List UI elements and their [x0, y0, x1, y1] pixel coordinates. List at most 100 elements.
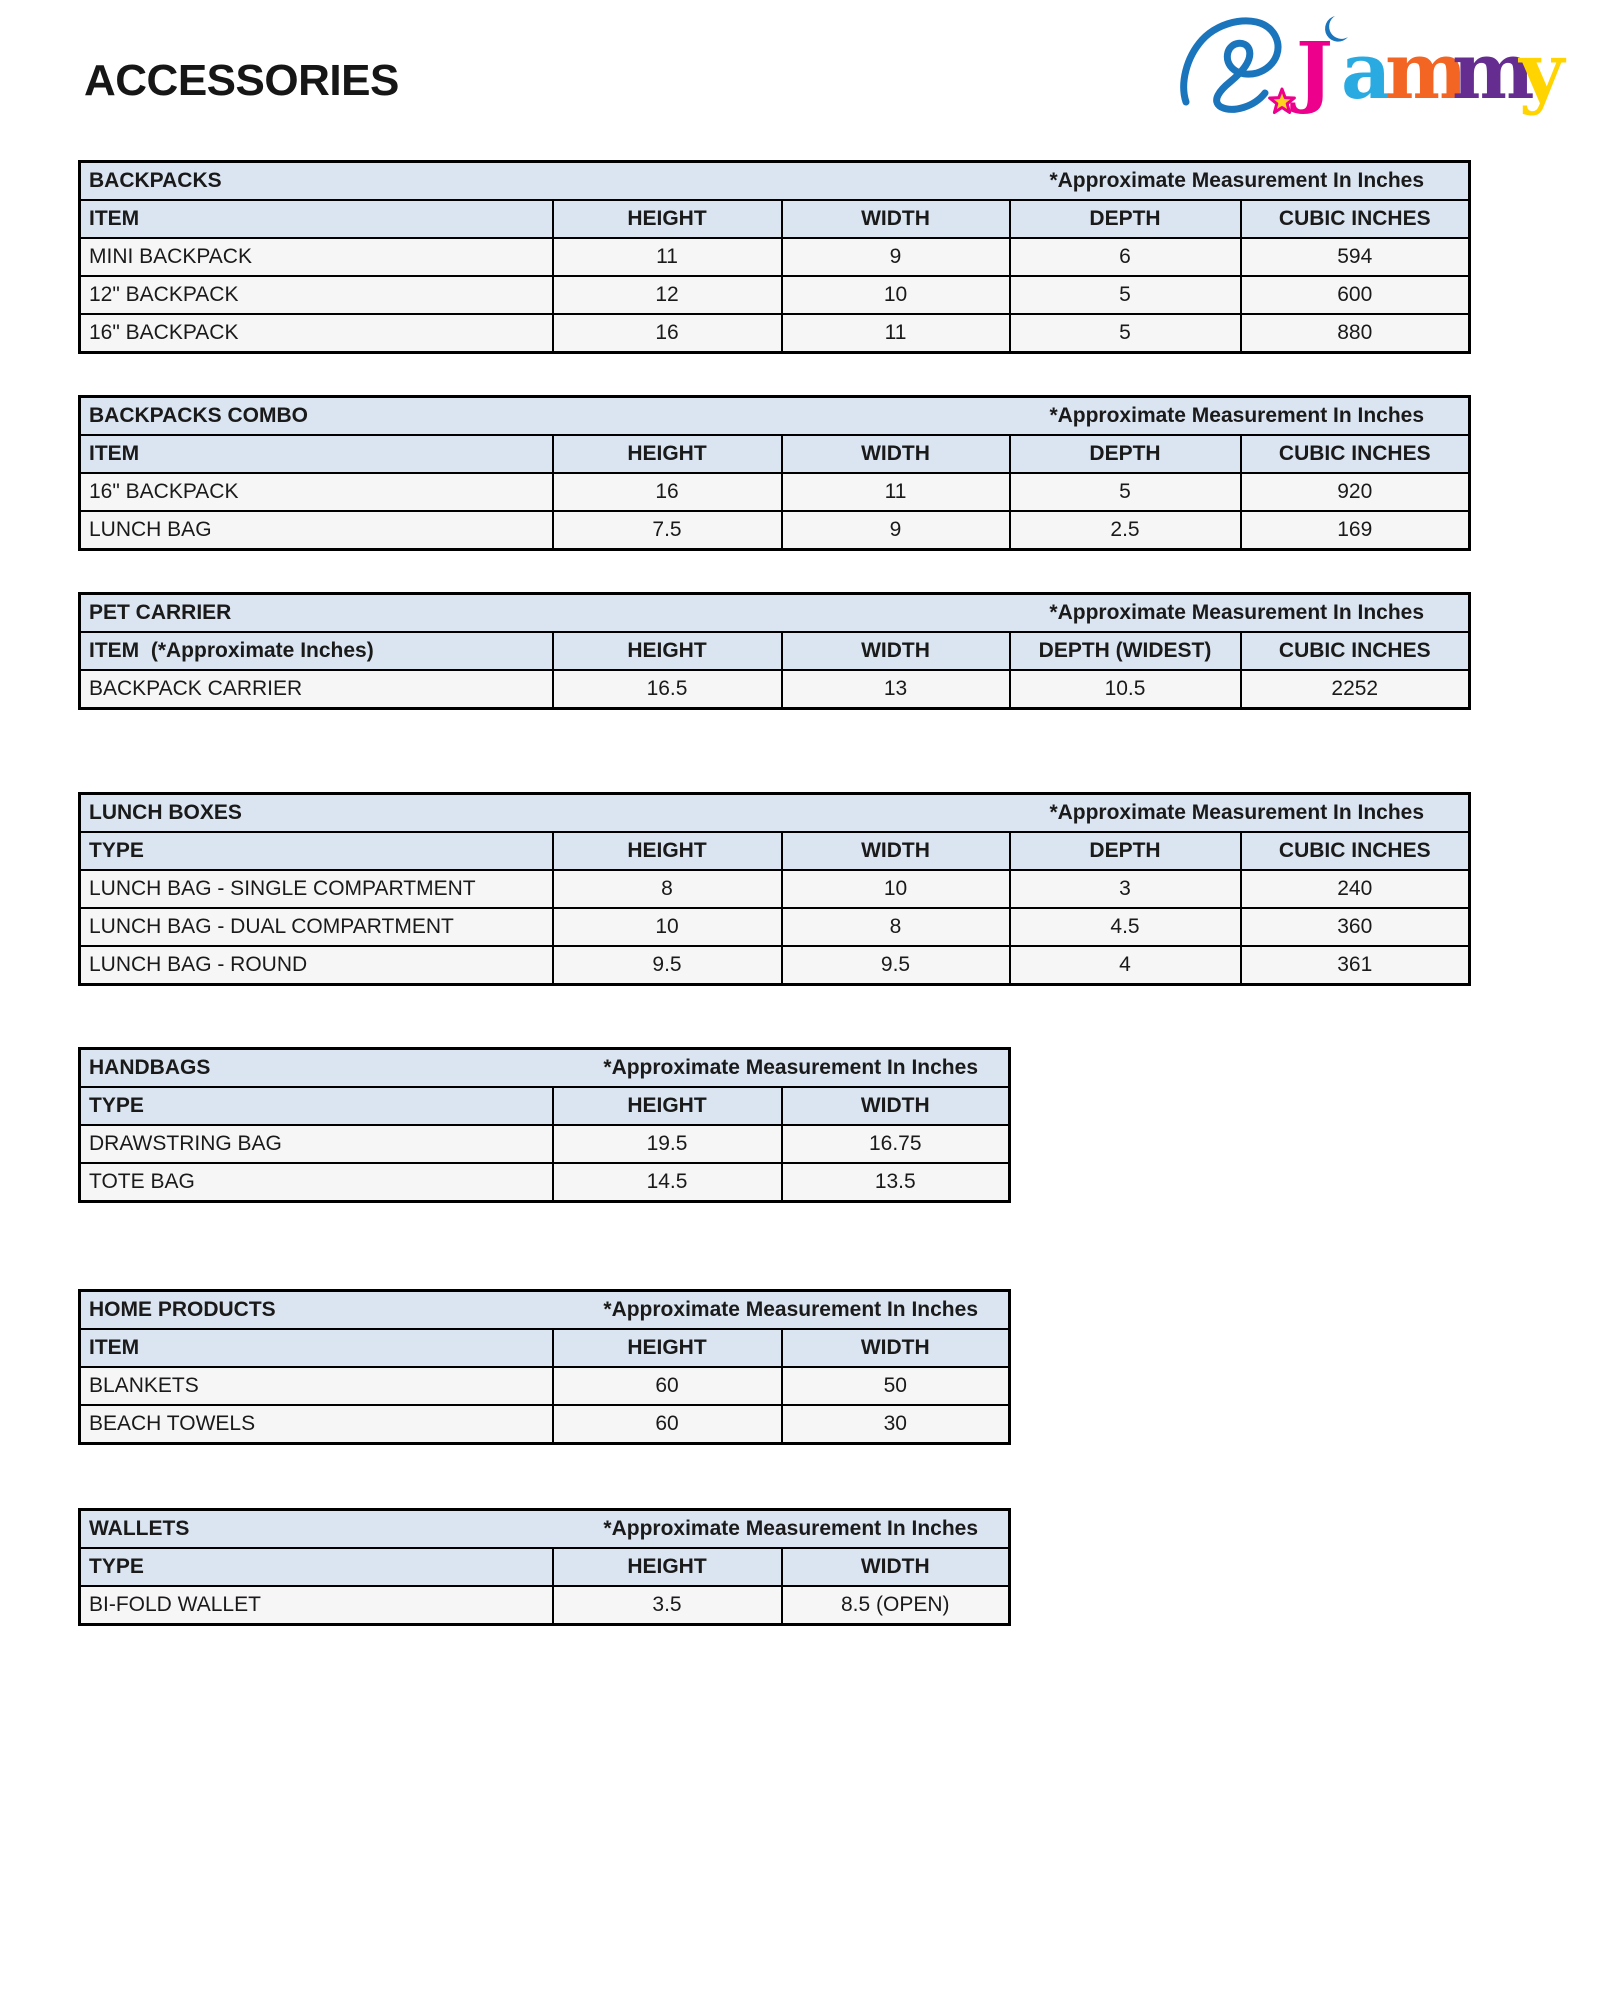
table-cell: 16.5: [551, 669, 783, 710]
table-cell: 16" BACKPACK: [78, 313, 554, 354]
table-backpacks: BACKPACKS *Approximate Measurement In In…: [78, 160, 1472, 354]
table-cell: 11: [780, 472, 1011, 512]
column-header: HEIGHT: [551, 434, 783, 474]
header-row: TYPE HEIGHT WIDTH DEPTH CUBIC INCHES: [78, 831, 1471, 871]
table-handbags: HANDBAGS *Approximate Measurement In Inc…: [78, 1047, 1011, 1203]
table-lunch-boxes: LUNCH BOXES *Approximate Measurement In …: [78, 792, 1472, 986]
column-header: DEPTH: [1008, 434, 1242, 474]
table-cell: LUNCH BAG - SINGLE COMPARTMENT: [78, 869, 554, 909]
table-row: TOTE BAG 14.5 13.5: [78, 1162, 1011, 1203]
table-cell: 13.5: [780, 1162, 1011, 1203]
script-p-icon: [1180, 17, 1282, 113]
table-title: WALLETS: [89, 1517, 190, 1540]
column-header: HEIGHT: [551, 631, 783, 671]
table-title-row: BACKPACKS COMBO *Approximate Measurement…: [78, 395, 1471, 436]
table-home-products: HOME PRODUCTS *Approximate Measurement I…: [78, 1289, 1011, 1445]
table-cell: 361: [1239, 945, 1471, 986]
table-cell: 11: [551, 237, 783, 277]
column-header: DEPTH (WIDEST): [1008, 631, 1242, 671]
table-cell: 4: [1008, 945, 1242, 986]
column-header: CUBIC INCHES: [1239, 199, 1471, 239]
measurement-note: *Approximate Measurement In Inches: [1049, 601, 1425, 624]
table-cell: 11: [780, 313, 1011, 354]
table-cell: 8: [551, 869, 783, 909]
table-cell: BLANKETS: [78, 1366, 554, 1406]
column-header: WIDTH: [780, 1328, 1011, 1368]
table-cell: 5: [1008, 313, 1242, 354]
table-row: BEACH TOWELS 60 30: [78, 1404, 1011, 1445]
table-cell: BACKPACK CARRIER: [78, 669, 554, 710]
table-cell: 3: [1008, 869, 1242, 909]
table-cell: BEACH TOWELS: [78, 1404, 554, 1445]
column-header: HEIGHT: [551, 831, 783, 871]
column-header: TYPE: [78, 1086, 554, 1126]
table-cell: 6: [1008, 237, 1242, 277]
pjammy-logo: J a m m y: [1180, 16, 1567, 117]
header-row: ITEM (*Approximate Inches) HEIGHT WIDTH …: [78, 631, 1471, 671]
table-wallets: WALLETS *Approximate Measurement In Inch…: [78, 1508, 1012, 1626]
table-row: LUNCH BAG 7.5 9 2.5 169: [78, 510, 1471, 551]
column-header: TYPE: [78, 831, 554, 871]
table-cell: 9.5: [551, 945, 783, 986]
column-header: ITEM: [78, 1328, 554, 1368]
table-cell: 16" BACKPACK: [78, 472, 554, 512]
table-title: HOME PRODUCTS: [89, 1298, 276, 1321]
table-cell: BI-FOLD WALLET: [78, 1585, 554, 1626]
table-title-row: HOME PRODUCTS *Approximate Measurement I…: [78, 1289, 1011, 1330]
logo-letter: a: [1341, 26, 1392, 117]
column-header: WIDTH: [780, 434, 1011, 474]
column-header: ITEM: [78, 434, 554, 474]
star-icon: [1268, 87, 1296, 114]
table-cell: 13: [780, 669, 1011, 710]
column-header: WIDTH: [780, 831, 1011, 871]
page-title: ACCESSORIES: [84, 56, 399, 105]
column-header: WIDTH: [780, 199, 1011, 239]
table-cell: 2.5: [1008, 510, 1242, 551]
column-header: ITEM: [78, 199, 554, 239]
table-cell: 60: [551, 1366, 783, 1406]
table-cell: 16: [551, 313, 783, 354]
table-cell: 600: [1239, 275, 1471, 315]
column-header: HEIGHT: [551, 199, 783, 239]
table-cell: 50: [780, 1366, 1011, 1406]
column-header: DEPTH: [1008, 831, 1242, 871]
logo-letter: J: [1290, 26, 1333, 117]
table-cell: LUNCH BAG - ROUND: [78, 945, 554, 986]
header-row: ITEM HEIGHT WIDTH DEPTH CUBIC INCHES: [78, 199, 1471, 239]
table-cell: 9: [780, 510, 1011, 551]
table-title-row: HANDBAGS *Approximate Measurement In Inc…: [78, 1047, 1011, 1088]
table-cell: 10: [780, 275, 1011, 315]
table-cell: 9.5: [780, 945, 1011, 986]
table-row: LUNCH BAG - ROUND 9.5 9.5 4 361: [78, 945, 1471, 986]
column-header: CUBIC INCHES: [1239, 631, 1471, 671]
table-cell: 8: [780, 907, 1011, 947]
table-cell: 14.5: [551, 1162, 783, 1203]
table-cell: MINI BACKPACK: [78, 237, 554, 277]
column-header: CUBIC INCHES: [1239, 831, 1471, 871]
column-header: WIDTH: [780, 631, 1011, 671]
table-row: BACKPACK CARRIER 16.5 13 10.5 2252: [78, 669, 1471, 710]
table-title: PET CARRIER: [89, 601, 232, 624]
table-cell: 5: [1008, 472, 1242, 512]
column-header: ITEM (*Approximate Inches): [78, 631, 554, 671]
table-row: DRAWSTRING BAG 19.5 16.75: [78, 1124, 1011, 1164]
table-cell: 8.5 (OPEN): [780, 1585, 1011, 1626]
table-cell: 4.5: [1008, 907, 1242, 947]
table-row: LUNCH BAG - DUAL COMPARTMENT 10 8 4.5 36…: [78, 907, 1471, 947]
measurement-note: *Approximate Measurement In Inches: [603, 1056, 978, 1079]
table-title-row: PET CARRIER *Approximate Measurement In …: [78, 592, 1471, 633]
table-cell: 5: [1008, 275, 1242, 315]
table-backpacks-combo: BACKPACKS COMBO *Approximate Measurement…: [78, 395, 1472, 551]
column-header: CUBIC INCHES: [1239, 434, 1471, 474]
table-cell: 19.5: [551, 1124, 783, 1164]
header-row: TYPE HEIGHT WIDTH: [78, 1547, 1011, 1587]
table-cell: 30: [780, 1404, 1011, 1445]
table-cell: 2252: [1239, 669, 1471, 710]
column-header: DEPTH: [1008, 199, 1242, 239]
table-row: 12" BACKPACK 12 10 5 600: [78, 275, 1471, 315]
column-header: WIDTH: [780, 1547, 1011, 1587]
table-cell: LUNCH BAG - DUAL COMPARTMENT: [78, 907, 554, 947]
table-cell: 10: [551, 907, 783, 947]
table-cell: 169: [1239, 510, 1471, 551]
measurement-note: *Approximate Measurement In Inches: [603, 1298, 978, 1321]
